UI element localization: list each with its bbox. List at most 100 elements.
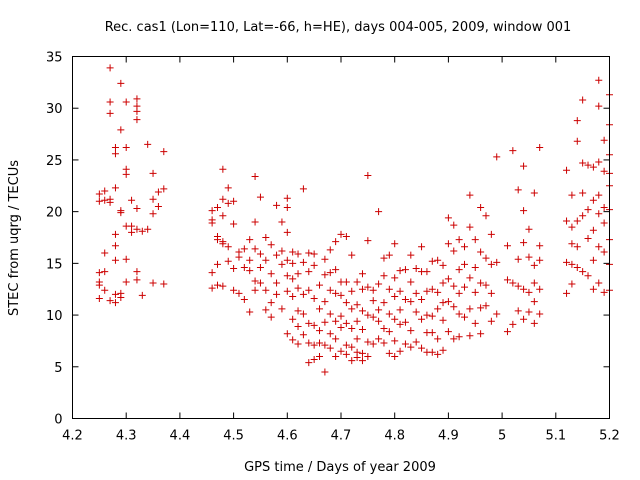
data-point <box>305 286 313 294</box>
data-point <box>273 251 281 259</box>
data-point <box>563 258 571 266</box>
data-point <box>213 260 221 268</box>
data-point <box>262 256 270 264</box>
data-point <box>299 290 307 298</box>
data-point <box>342 319 350 327</box>
data-point <box>369 286 377 294</box>
data-point <box>256 279 264 287</box>
x-tick-label: 4.6 <box>277 429 298 444</box>
x-tick-label: 4.8 <box>384 429 405 444</box>
data-point <box>466 274 474 282</box>
data-point <box>149 210 157 218</box>
x-tick-label: 4.9 <box>438 429 459 444</box>
data-point <box>600 167 608 175</box>
data-point <box>536 242 544 250</box>
data-point <box>525 253 533 261</box>
data-point <box>573 217 581 225</box>
data-point <box>428 312 436 320</box>
data-point <box>600 288 608 296</box>
data-point <box>396 320 404 328</box>
data-point <box>418 296 426 304</box>
data-point <box>337 323 345 331</box>
data-point <box>385 285 393 293</box>
data-point <box>358 326 366 334</box>
data-point <box>262 306 270 314</box>
data-point <box>133 205 141 213</box>
data-point <box>595 243 603 251</box>
data-point <box>461 313 469 321</box>
data-point <box>122 278 130 286</box>
data-point <box>482 281 490 289</box>
data-point <box>106 297 114 305</box>
data-point <box>111 256 119 264</box>
data-point <box>530 261 538 269</box>
y-tick-label: 0 <box>54 413 62 428</box>
data-point <box>273 290 281 298</box>
data-point <box>358 270 366 278</box>
data-point <box>240 263 248 271</box>
data-point <box>358 349 366 357</box>
data-point <box>595 279 603 287</box>
data-point <box>106 109 114 117</box>
data-point <box>219 165 227 173</box>
data-point <box>122 255 130 263</box>
data-point <box>579 268 587 276</box>
data-point <box>342 232 350 240</box>
data-point <box>353 301 361 309</box>
data-point <box>219 212 227 220</box>
data-point <box>584 272 592 280</box>
data-point <box>321 318 329 326</box>
data-point <box>316 305 324 313</box>
data-point <box>428 329 436 337</box>
data-point <box>530 319 538 327</box>
data-point <box>213 204 221 212</box>
data-point <box>353 353 361 361</box>
data-point <box>106 64 114 72</box>
x-tick-label: 4.5 <box>223 429 244 444</box>
data-point <box>160 280 168 288</box>
plot-frame <box>72 56 610 419</box>
data-point <box>595 210 603 218</box>
data-point <box>536 256 544 264</box>
data-point <box>401 296 409 304</box>
data-point <box>461 260 469 268</box>
data-point <box>224 257 232 265</box>
data-point <box>208 207 216 215</box>
data-point <box>568 260 576 268</box>
data-point <box>434 350 442 358</box>
data-point <box>482 254 490 262</box>
data-point <box>509 147 517 155</box>
data-point <box>530 189 538 197</box>
data-point <box>321 271 329 279</box>
data-point <box>423 311 431 319</box>
data-point <box>450 221 458 229</box>
data-point <box>235 289 243 297</box>
data-point <box>401 318 409 326</box>
data-point <box>509 320 517 328</box>
data-point <box>380 339 388 347</box>
x-axis-label: GPS time / Days of year 2009 <box>244 460 436 475</box>
data-point <box>503 242 511 250</box>
data-point <box>342 341 350 349</box>
data-point <box>418 344 426 352</box>
data-point <box>589 256 597 264</box>
data-point <box>224 184 232 192</box>
data-point <box>369 297 377 305</box>
data-point <box>514 255 522 263</box>
data-point <box>461 283 469 291</box>
data-point <box>348 325 356 333</box>
data-point <box>106 198 114 206</box>
data-point <box>111 299 119 307</box>
data-point <box>149 279 157 287</box>
data-point <box>294 270 302 278</box>
data-point <box>477 204 485 212</box>
data-point <box>305 319 313 327</box>
data-point <box>224 243 232 251</box>
data-point <box>337 291 345 299</box>
data-point <box>573 117 581 125</box>
data-point <box>348 343 356 351</box>
data-point <box>133 107 141 115</box>
data-point <box>375 335 383 343</box>
data-point <box>401 340 409 348</box>
data-point <box>101 286 109 294</box>
